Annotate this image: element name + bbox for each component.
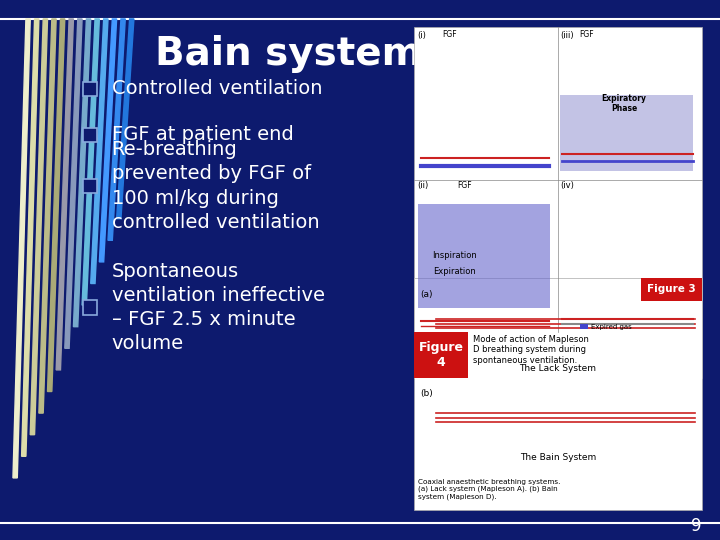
Polygon shape	[13, 19, 30, 478]
Text: (iii): (iii)	[560, 31, 574, 40]
Text: Mode of action of Mapleson
D breathing system during
spontaneous ventilation.: Mode of action of Mapleson D breathing s…	[473, 335, 589, 365]
Text: (ii): (ii)	[418, 181, 429, 190]
Bar	[83, 300, 97, 315]
Bar	[641, 278, 702, 301]
Polygon shape	[82, 19, 99, 305]
Bar	[83, 82, 97, 96]
Text: (a): (a)	[420, 289, 432, 299]
Bar	[83, 179, 97, 193]
Text: Expiration: Expiration	[433, 267, 476, 275]
Bar	[580, 324, 588, 329]
Bar	[414, 278, 702, 510]
Text: (b): (b)	[420, 389, 433, 399]
Polygon shape	[48, 19, 65, 391]
Polygon shape	[22, 19, 39, 456]
Text: (i): (i)	[418, 31, 426, 40]
Text: 9: 9	[691, 517, 702, 535]
Text: The Bain System: The Bain System	[520, 454, 596, 462]
Text: Spontaneous
ventilation ineffective
– FGF 2.5 x minute
volume: Spontaneous ventilation ineffective – FG…	[112, 262, 325, 354]
Polygon shape	[91, 19, 108, 284]
Text: The Lack System: The Lack System	[520, 363, 596, 373]
Polygon shape	[117, 19, 134, 219]
Polygon shape	[73, 19, 91, 327]
Text: FGF: FGF	[443, 30, 457, 39]
Bar	[83, 127, 97, 142]
Text: FGF at patient end: FGF at patient end	[112, 125, 293, 144]
Text: Expiratory
Phase: Expiratory Phase	[602, 93, 647, 113]
Polygon shape	[56, 19, 73, 370]
Text: Bain system: Bain system	[155, 35, 422, 73]
Bar	[414, 332, 468, 378]
Text: Re-breathing
prevented by FGF of
100 ml/kg during
controlled ventilation: Re-breathing prevented by FGF of 100 ml/…	[112, 140, 319, 232]
Text: Figure
4: Figure 4	[418, 341, 464, 369]
Polygon shape	[108, 19, 125, 240]
Text: (iv): (iv)	[560, 181, 574, 190]
Text: Controlled ventilation: Controlled ventilation	[112, 79, 322, 98]
Polygon shape	[65, 19, 82, 348]
Text: FGF: FGF	[580, 30, 594, 39]
Polygon shape	[39, 19, 56, 413]
Text: Coaxial anaesthetic breathing systems.
(a) Lack system (Mapleson A). (b) Bain
sy: Coaxial anaesthetic breathing systems. (…	[418, 479, 560, 500]
Text: FGF: FGF	[457, 180, 472, 190]
Text: Inspiration: Inspiration	[432, 251, 477, 260]
Polygon shape	[30, 19, 48, 435]
Text: Figure 3: Figure 3	[647, 285, 696, 294]
Text: Expired gas: Expired gas	[591, 323, 632, 330]
Bar	[414, 27, 702, 378]
Polygon shape	[99, 19, 117, 262]
Bar	[418, 204, 550, 308]
Bar	[560, 95, 693, 172]
